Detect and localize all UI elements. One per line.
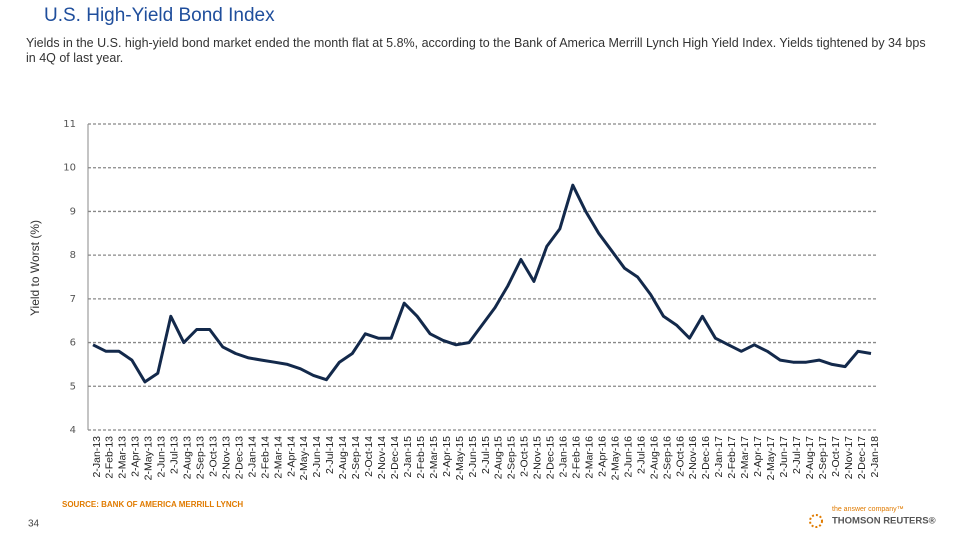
x-tick-label: 2-Apr-14 <box>285 436 297 477</box>
x-tick-label: 2-Sep-15 <box>506 436 518 479</box>
x-tick-label: 2-Apr-15 <box>441 436 453 477</box>
x-tick-label: 2-Aug-14 <box>337 436 349 479</box>
y-tick-label: 9 <box>70 206 76 217</box>
x-tick-label: 2-Apr-13 <box>130 436 142 477</box>
x-tick-label: 2-May-17 <box>765 436 777 481</box>
logo-tagline: the answer company™ <box>832 506 904 513</box>
chart-subtitle: Yields in the U.S. high-yield bond marke… <box>26 36 926 65</box>
x-tick-label: 2-Sep-13 <box>195 436 207 479</box>
x-tick-label: 2-Jul-14 <box>324 436 336 474</box>
x-tick-label: 2-Feb-15 <box>415 436 427 479</box>
x-tick-label: 2-Jun-16 <box>622 436 634 478</box>
y-tick-label: 11 <box>63 119 76 130</box>
x-tick-label: 2-Jul-15 <box>480 436 492 474</box>
y-axis-label: Yield to Worst (%) <box>28 220 42 316</box>
x-tick-label: 2-May-15 <box>454 436 466 481</box>
x-tick-label: 2-Apr-17 <box>752 436 764 477</box>
x-tick-label: 2-Nov-13 <box>220 436 232 479</box>
x-tick-label: 2-Dec-15 <box>545 436 557 479</box>
x-tick-label: 2-Nov-16 <box>687 436 699 479</box>
x-tick-label: 2-Sep-14 <box>350 436 362 479</box>
chart-title: U.S. High-Yield Bond Index <box>44 5 275 26</box>
x-tick-label: 2-Apr-16 <box>596 436 608 477</box>
x-tick-label: 2-Mar-13 <box>117 436 129 479</box>
x-tick-label: 2-Oct-17 <box>830 436 842 477</box>
x-tick-label: 2-Aug-13 <box>182 436 194 479</box>
y-tick-label: 7 <box>70 294 76 305</box>
x-tick-label: 2-Nov-14 <box>376 436 388 479</box>
x-tick-label: 2-Feb-14 <box>259 436 271 479</box>
x-tick-label: 2-Jan-18 <box>869 436 881 478</box>
x-tick-label: 2-Mar-15 <box>428 436 440 479</box>
x-tick-label: 2-Dec-17 <box>856 436 868 479</box>
y-tick-label: 6 <box>70 338 76 349</box>
x-tick-label: 2-May-14 <box>298 436 310 481</box>
x-tick-label: 2-Jun-15 <box>467 436 479 478</box>
x-tick-label: 2-Jun-17 <box>778 436 790 478</box>
x-tick-label: 2-May-13 <box>143 436 155 481</box>
x-tick-label: 2-Oct-15 <box>519 436 531 477</box>
x-tick-label: 2-Aug-16 <box>648 436 660 479</box>
y-tick-label: 8 <box>70 250 76 261</box>
x-tick-label: 2-Sep-16 <box>661 436 673 479</box>
x-tick-label: 2-Sep-17 <box>817 436 829 479</box>
page-number: 34 <box>28 519 40 530</box>
x-tick-label: 2-Oct-13 <box>207 436 219 477</box>
x-tick-label: 2-Aug-17 <box>804 436 816 479</box>
x-tick-label: 2-Jan-14 <box>246 436 258 478</box>
y-tick-label: 5 <box>70 381 76 392</box>
logo-name: THOMSON REUTERS® <box>832 516 936 527</box>
x-tick-label: 2-Feb-17 <box>726 436 738 479</box>
x-tick-label: 2-Oct-14 <box>363 436 375 477</box>
x-tick-label: 2-Nov-17 <box>843 436 855 479</box>
x-tick-label: 2-May-16 <box>609 436 621 481</box>
x-tick-label: 2-Mar-17 <box>739 436 751 479</box>
x-tick-label: 2-Dec-14 <box>389 436 401 479</box>
x-tick-label: 2-Jun-13 <box>156 436 168 478</box>
source: SOURCE: BANK OF AMERICA MERRILL LYNCH <box>62 500 243 509</box>
x-tick-label: 2-Jul-17 <box>791 436 803 474</box>
subtitle-box: Yields in the U.S. high-yield bond marke… <box>26 36 926 65</box>
x-tick-label: 2-Jan-13 <box>91 436 103 478</box>
y-tick-label: 4 <box>70 425 76 436</box>
x-tick-label: 2-Oct-16 <box>674 436 686 477</box>
x-tick-label: 2-Jan-16 <box>558 436 570 478</box>
logo-icon <box>809 514 823 528</box>
x-tick-label: 2-Nov-15 <box>532 436 544 479</box>
data-line <box>92 183 872 384</box>
x-tick-label: 2-Jul-16 <box>635 436 647 474</box>
x-tick-label: 2-Mar-14 <box>272 436 284 479</box>
x-tick-label: 2-Jul-13 <box>169 436 181 474</box>
x-tick-label: 2-Jan-15 <box>402 436 414 478</box>
x-tick-label: 2-Dec-13 <box>233 436 245 479</box>
x-tick-label: 2-Jun-14 <box>311 436 323 478</box>
x-tick-label: 2-Feb-16 <box>571 436 583 479</box>
x-tick-label: 2-Mar-16 <box>584 436 596 479</box>
y-tick-label: 10 <box>63 163 76 174</box>
x-tick-label: 2-Feb-13 <box>104 436 116 479</box>
x-tick-label: 2-Aug-15 <box>493 436 505 479</box>
x-tick-label: 2-Dec-16 <box>700 436 712 479</box>
x-tick-label: 2-Jan-17 <box>713 436 725 478</box>
